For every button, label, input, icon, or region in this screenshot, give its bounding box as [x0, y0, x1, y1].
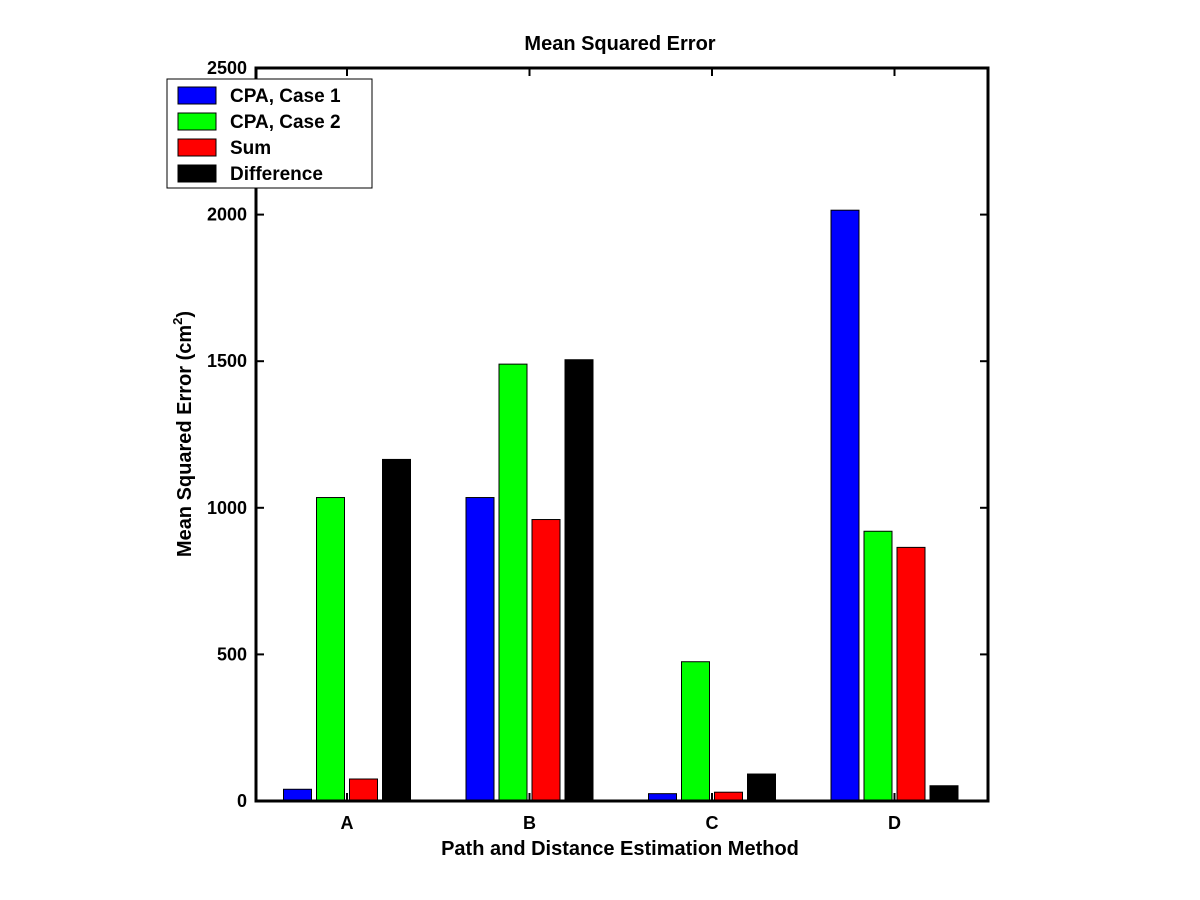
bars-group — [283, 209, 959, 802]
bar-c-series-4 — [747, 773, 776, 802]
y-tick-label: 1500 — [207, 351, 247, 371]
legend-label-1: CPA, Case 1 — [230, 86, 341, 107]
legend-swatch-4 — [177, 164, 217, 183]
y-tick-label: 0 — [237, 791, 247, 811]
y-tick-label: 2500 — [207, 58, 247, 78]
bar-b-series-2 — [498, 363, 528, 802]
bar-a-series-2 — [316, 497, 345, 802]
x-tick-label-c: C — [706, 813, 719, 833]
bar-c-series-2 — [681, 661, 710, 802]
y-axis-label-main: Mean Squared Error (cm — [174, 325, 196, 557]
bar-d-series-4 — [929, 785, 959, 802]
legend-swatch-3 — [177, 138, 217, 157]
bar-a-series-4 — [382, 458, 411, 802]
legend-swatch-1 — [177, 86, 217, 105]
x-axis-label: Path and Distance Estimation Method — [441, 838, 799, 860]
bar-b-series-3 — [531, 519, 561, 802]
x-tick-label-a: A — [341, 813, 354, 833]
y-tick-label: 500 — [217, 644, 247, 664]
legend-swatch-2 — [177, 112, 217, 131]
legend: CPA, Case 1 CPA, Case 2 Sum Difference — [166, 78, 373, 189]
legend-label-2: CPA, Case 2 — [230, 112, 341, 133]
legend-label-3: Sum — [230, 138, 271, 159]
bar-a-series-1 — [283, 788, 312, 802]
y-axis-label: Mean Squared Error (cm2) — [170, 311, 196, 557]
bar-b-series-4 — [564, 359, 594, 802]
chart-title: Mean Squared Error — [524, 33, 715, 55]
bar-b-series-1 — [465, 497, 495, 802]
bar-a-series-3 — [349, 778, 378, 802]
ticks-group: 0 500 1000 1500 2000 2500 A B C D — [207, 58, 988, 833]
x-tick-label-b: B — [523, 813, 536, 833]
y-tick-label: 1000 — [207, 498, 247, 518]
legend-label-4: Difference — [230, 164, 323, 185]
bar-d-series-2 — [863, 530, 893, 802]
x-tick-label-d: D — [888, 813, 901, 833]
y-tick-label: 2000 — [207, 205, 247, 225]
y-axis-label-close: ) — [174, 311, 196, 318]
axes-frame — [254, 66, 990, 803]
bar-d-series-3 — [896, 546, 926, 802]
bar-d-series-1 — [830, 209, 860, 802]
y-axis-label-superscript: 2 — [170, 318, 185, 325]
